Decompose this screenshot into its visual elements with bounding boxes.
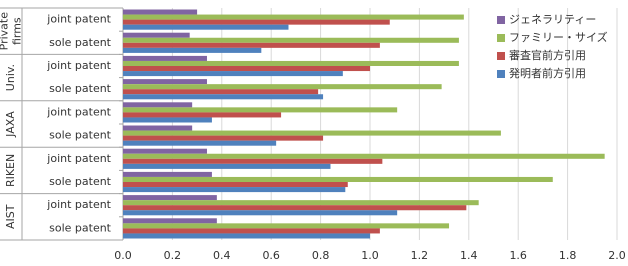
bar	[123, 107, 398, 113]
y-tick-label: joint patent	[46, 13, 111, 26]
bar	[123, 71, 343, 77]
bar	[123, 171, 212, 177]
group-label: Private	[0, 12, 11, 51]
x-tick-label: 0.2	[164, 249, 182, 262]
bar	[123, 14, 464, 20]
legend-swatch	[497, 52, 505, 60]
bar	[123, 187, 346, 193]
bar	[123, 223, 450, 229]
bar	[123, 153, 605, 159]
bar	[123, 84, 442, 90]
legend-label: ファミリー・サイズ	[509, 30, 608, 44]
legend-swatch	[497, 70, 505, 78]
group-label: RIKEN	[4, 154, 17, 187]
bar	[123, 205, 467, 211]
bar	[123, 176, 553, 182]
group-label: JAXA	[4, 111, 17, 138]
y-tick-label: sole patent	[49, 221, 112, 234]
y-tick-label: joint patent	[46, 59, 111, 72]
x-tick-label: 1.0	[361, 249, 379, 262]
bar	[123, 125, 193, 131]
x-tick-label: 0.4	[213, 249, 231, 262]
x-tick-label: 2.0	[608, 249, 626, 262]
bar	[123, 19, 390, 25]
y-tick-label: sole patent	[49, 129, 112, 142]
bar	[123, 24, 289, 30]
bar	[123, 37, 459, 43]
x-tick-label: 1.6	[509, 249, 527, 262]
x-tick-label: 1.2	[411, 249, 429, 262]
bar	[123, 102, 193, 108]
bar	[123, 135, 324, 141]
bar	[123, 60, 459, 66]
x-tick-label: 0.8	[312, 249, 330, 262]
x-tick-label: 1.4	[460, 249, 478, 262]
bar	[123, 42, 380, 48]
group-label: AIST	[4, 204, 17, 229]
bar	[123, 148, 207, 154]
group-label: Univ.	[4, 64, 17, 91]
bar	[123, 182, 348, 188]
legend-label: ジェネラリティー	[509, 13, 596, 26]
legend-swatch	[497, 16, 505, 24]
x-tick-label: 0.6	[262, 249, 280, 262]
bar	[123, 233, 370, 239]
bar	[123, 66, 370, 72]
bar	[123, 210, 398, 216]
y-tick-label: joint patent	[46, 152, 111, 165]
bar	[123, 163, 331, 169]
y-tick-label: sole patent	[49, 36, 112, 49]
bar	[123, 55, 207, 61]
y-tick-label: joint patent	[46, 198, 111, 211]
x-tick-label: 0.0	[114, 249, 132, 262]
bar	[123, 47, 262, 53]
bar	[123, 32, 190, 38]
legend-label: 審査官前方引用	[509, 48, 586, 62]
legend-swatch	[497, 34, 505, 42]
x-tick-label: 1.8	[559, 249, 577, 262]
bar	[123, 79, 207, 85]
bar	[123, 112, 282, 118]
y-tick-label: sole patent	[49, 175, 112, 188]
y-tick-label: joint patent	[46, 105, 111, 118]
bar	[123, 140, 277, 146]
bar	[123, 200, 479, 206]
bar	[123, 158, 383, 164]
bar	[123, 89, 319, 95]
bar	[123, 195, 217, 201]
bar	[123, 117, 212, 123]
bar	[123, 9, 198, 15]
legend-label: 発明者前方引用	[509, 66, 586, 80]
bar	[123, 94, 324, 100]
bar	[123, 218, 217, 224]
bar	[123, 130, 501, 136]
group-label: firms	[11, 17, 24, 45]
bar	[123, 228, 380, 234]
y-tick-label: sole patent	[49, 82, 112, 95]
